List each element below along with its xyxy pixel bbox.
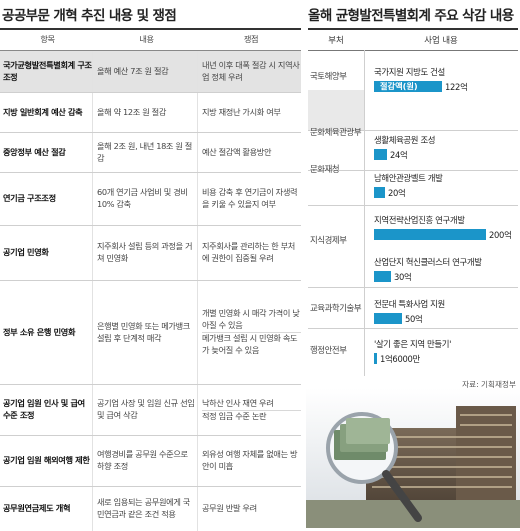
project-name: 산업단지 혁신클러스터 연구개발 <box>374 257 482 267</box>
cut-amount: 20억 <box>388 188 406 198</box>
row-issue: 지주회사를 관리하는 한 부처에 권한이 집중될 우려 <box>197 226 301 280</box>
cut-bar <box>374 187 385 198</box>
illustration <box>306 388 520 528</box>
row-divider <box>308 287 518 288</box>
ministry-label: 문화재청 <box>310 164 340 174</box>
table-row: 국가균형발전특별회계 구조조정 올해 예산 7조 원 절감 내년 이후 대폭 절… <box>0 51 301 93</box>
row-content: 은행별 민영화 또는 메가뱅크 설립 후 단계적 매각 <box>92 281 197 384</box>
cut-amount: 30억 <box>394 272 412 282</box>
project-name: 전문대 특화사업 지원 <box>374 299 445 309</box>
row-divider <box>308 205 518 206</box>
row-divider <box>308 328 518 329</box>
row-content: 지주회사 설립 등의 과정을 거쳐 민영화 <box>92 226 197 280</box>
row-item: 국가균형발전특별회계 구조조정 <box>3 59 92 82</box>
row-issue: 외유성 여행 자체를 없애는 방안이 미흡 <box>197 436 301 486</box>
cut-bar <box>374 313 402 324</box>
budget-cut-panel: 올해 균형발전특별회계 주요 삭감 내용 부처 사업 내용 국토해양부 문화체육… <box>306 0 520 528</box>
row-content: 60개 연기금 사업비 및 경비 10% 감축 <box>92 173 197 225</box>
row-item: 공기업 임원 해외여행 제한 <box>3 455 90 466</box>
table-row: 중앙정부 예산 절감 올해 2조 원, 내년 18조 원 절감 예산 절감액 활… <box>0 133 301 173</box>
table-row: 공기업 임원 인사 및 급여 수준 조정 공기업 사장 및 임원 신규 선임 및… <box>0 385 301 436</box>
row-content: 올해 약 12조 원 절감 <box>92 93 197 132</box>
row-content: 여행경비를 공무원 수준으로 하향 조정 <box>92 436 197 486</box>
bar-legend-label: 절감액(원) <box>380 81 418 91</box>
ministry-label: 문화체육관광부 <box>310 127 362 137</box>
row-item: 공기업 임원 인사 및 급여 수준 조정 <box>3 398 85 420</box>
ministry-label: 교육과학기술부 <box>310 303 362 313</box>
project-name: 지역전략산업진흥 연구개발 <box>374 215 465 225</box>
row-divider <box>308 130 518 131</box>
cut-amount: 50억 <box>405 314 423 324</box>
header-project: 사업 내용 <box>424 35 458 45</box>
row-issue-group: 낙하산 인사 재연 우려 적정 임금 수준 논란 <box>197 385 301 435</box>
row-item: 정부 소유 은행 민영화 <box>3 326 76 337</box>
ministry-label: 국토해양부 <box>310 71 347 81</box>
table-row: 연기금 구조조정 60개 연기금 사업비 및 경비 10% 감축 비용 감축 후… <box>0 173 301 226</box>
building-illustration <box>306 388 520 528</box>
column-divider <box>364 50 365 376</box>
budget-cut-chart: 부처 사업 내용 국토해양부 문화체육관광부 문화재청 지식경제부 교육과학기술… <box>308 28 518 376</box>
highlight-row <box>308 90 364 130</box>
project-name: '살기 좋은 지역 만들기' <box>374 339 452 349</box>
row-item: 공무원연금제도 개혁 <box>3 503 71 514</box>
row-issue: 내년 이후 대폭 절감 시 지역사업 정체 우려 <box>197 51 301 92</box>
reform-table-title: 공공부문 개혁 추진 내용 및 쟁점 <box>2 8 177 24</box>
project-name: 남해안관광벨트 개발 <box>374 173 443 183</box>
row-content: 새로 임용되는 공무원에게 국민연금과 같은 조건 적용 <box>92 487 197 531</box>
cut-bar <box>374 229 486 240</box>
project-name: 생활체육공원 조성 <box>374 135 436 145</box>
reform-table: 항목 내용 쟁점 국가균형발전특별회계 구조조정 올해 예산 7조 원 절감 내… <box>0 28 301 531</box>
table-row: 정부 소유 은행 민영화 은행별 민영화 또는 메가뱅크 설립 후 단계적 매각… <box>0 281 301 385</box>
reform-panel: 공공부문 개혁 추진 내용 및 쟁점 항목 내용 쟁점 국가균형발전특별회계 구… <box>0 8 301 531</box>
row-issue: 낙하산 인사 재연 우려 <box>202 397 274 408</box>
row-issue-group: 개별 민영화 시 매각 가격이 낮아질 수 있음 메가뱅크 설립 시 민영화 속… <box>197 281 301 384</box>
chart-header: 부처 사업 내용 <box>308 30 518 51</box>
row-item: 지방 일반회계 예산 감축 <box>3 106 83 117</box>
cut-bar <box>374 271 391 282</box>
header-item: 항목 <box>40 34 55 45</box>
row-content: 올해 예산 7조 원 절감 <box>92 51 197 92</box>
table-row: 공기업 민영화 지주회사 설립 등의 과정을 거쳐 민영화 지주회사를 관리하는… <box>0 226 301 281</box>
cut-amount: 24억 <box>390 150 408 160</box>
cut-amount: 1억6000만 <box>380 354 420 364</box>
row-item: 연기금 구조조정 <box>3 193 56 204</box>
row-issue: 메가뱅크 설립 시 민영화 속도가 늦어질 수 있음 <box>202 332 301 357</box>
cut-bar <box>374 81 442 92</box>
row-divider <box>308 170 518 171</box>
budget-cut-title: 올해 균형발전특별회계 주요 삭감 내용 <box>308 8 514 24</box>
table-row: 공무원연금제도 개혁 새로 임용되는 공무원에게 국민연금과 같은 조건 적용 … <box>0 487 301 531</box>
row-content: 공기업 사장 및 임원 신규 선임 및 급여 삭감 <box>92 385 197 435</box>
row-issue: 지방 재정난 가시화 여부 <box>197 93 301 132</box>
cut-bar <box>374 353 377 364</box>
project-name: 국가지원 지방도 건설 <box>374 67 445 77</box>
header-ministry: 부처 <box>328 35 344 45</box>
row-content: 올해 2조 원, 내년 18조 원 절감 <box>92 133 197 172</box>
source-note: 자료: 기획재정부 <box>462 380 516 389</box>
table-row: 공기업 임원 해외여행 제한 여행경비를 공무원 수준으로 하향 조정 외유성 … <box>0 436 301 487</box>
cut-bar <box>374 149 387 160</box>
header-issue: 쟁점 <box>243 34 259 45</box>
row-item: 공기업 민영화 <box>3 247 49 258</box>
table-row: 지방 일반회계 예산 감축 올해 약 12조 원 절감 지방 재정난 가시화 여… <box>0 93 301 133</box>
row-issue: 적정 임금 수준 논란 <box>202 409 301 423</box>
cut-amount: 122억 <box>445 82 468 92</box>
row-issue: 공무원 반발 우려 <box>197 487 301 531</box>
row-issue: 비용 감축 후 연기금이 자생력을 키울 수 있을지 여부 <box>197 173 301 225</box>
table-header: 항목 내용 쟁점 <box>0 28 301 51</box>
row-issue: 개별 민영화 시 매각 가격이 낮아질 수 있음 <box>202 308 300 331</box>
row-item: 중앙정부 예산 절감 <box>3 146 66 157</box>
header-content: 내용 <box>139 34 154 45</box>
row-issue: 예산 절감액 활용방안 <box>197 133 301 172</box>
ministry-label: 행정안전부 <box>310 345 347 355</box>
cut-amount: 200억 <box>489 230 512 240</box>
ministry-label: 지식경제부 <box>310 235 347 245</box>
